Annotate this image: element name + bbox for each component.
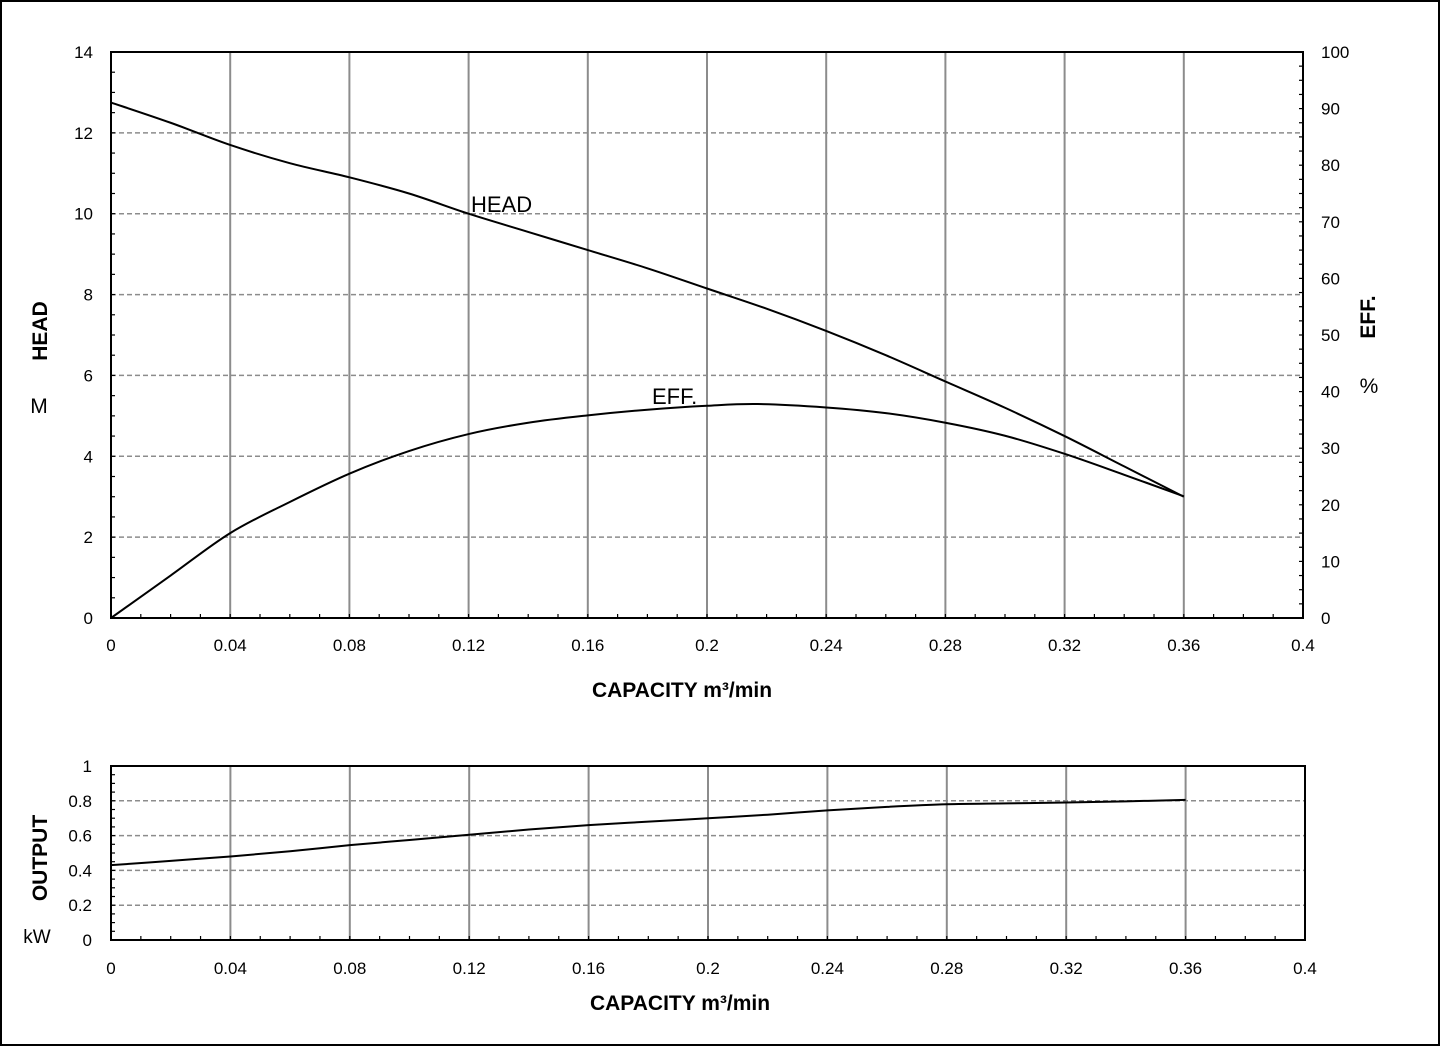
x-tick-label: 0.4 — [1293, 959, 1317, 978]
output-tick-marks — [110, 765, 1306, 941]
efficiency-curve — [110, 403, 1185, 619]
y-right-tick-label: 70 — [1321, 213, 1340, 232]
x-tick-label: 0.08 — [333, 959, 366, 978]
x-tick-label: 0.12 — [453, 959, 486, 978]
y-left-tick-label: 6 — [84, 366, 93, 385]
y-tick-label: 0.8 — [68, 792, 92, 811]
x-tick-label: 0.28 — [930, 959, 963, 978]
capacity-axis-title: CAPACITY m³/min — [592, 679, 772, 702]
y-left-tick-label: 12 — [74, 124, 93, 143]
y-right-tick-label: 30 — [1321, 439, 1340, 458]
head-efficiency-x-tick-labels: 0 0.04 0.08 0.12 0.16 0.2 0.24 0.28 0.32 0.36 0.4 — [106, 636, 1315, 655]
y-right-tick-label: 50 — [1321, 326, 1340, 345]
x-tick-label: 0.24 — [810, 636, 843, 655]
efficiency-axis-title: EFF. — [1357, 295, 1380, 338]
head-curve-label: HEAD — [471, 192, 532, 217]
y-right-tick-label: 90 — [1321, 100, 1340, 119]
y-tick-label: 0.2 — [68, 896, 92, 915]
output-capacity-axis-title: CAPACITY m³/min — [590, 992, 770, 1015]
head-efficiency-tick-marks — [110, 51, 1304, 619]
y-tick-label: 1 — [83, 757, 92, 776]
x-tick-label: 0.2 — [695, 636, 719, 655]
x-tick-label: 0.2 — [696, 959, 720, 978]
head-axis-title: HEAD — [29, 301, 52, 361]
x-tick-label: 0 — [106, 636, 115, 655]
y-right-tick-label: 0 — [1321, 609, 1330, 628]
head-curve — [110, 101, 1185, 498]
y-right-tick-label: 60 — [1321, 269, 1340, 288]
output-curves — [110, 798, 1186, 867]
x-tick-label: 0.16 — [571, 636, 604, 655]
head-efficiency-chart: 0 0.04 0.08 0.12 0.16 0.2 0.24 0.28 0.32 0.36 0.4 … — [29, 43, 1380, 702]
x-tick-label: 0.32 — [1048, 636, 1081, 655]
output-curve — [110, 798, 1186, 867]
head-y-tick-labels: 0 2 4 6 8 10 12 14 — [74, 43, 93, 628]
x-tick-label: 0.12 — [452, 636, 485, 655]
y-right-tick-label: 20 — [1321, 496, 1340, 515]
y-right-tick-label: 80 — [1321, 156, 1340, 175]
x-tick-label: 0.08 — [333, 636, 366, 655]
output-x-tick-labels: 0 0.04 0.08 0.12 0.16 0.2 0.24 0.28 0.32 0.36 0.4 — [106, 959, 1317, 978]
x-tick-label: 0.04 — [214, 959, 247, 978]
y-left-tick-label: 10 — [74, 205, 93, 224]
x-tick-label: 0.16 — [572, 959, 605, 978]
x-tick-label: 0.32 — [1050, 959, 1083, 978]
y-right-tick-label: 10 — [1321, 552, 1340, 571]
y-tick-label: 0 — [83, 931, 92, 950]
head-efficiency-curves — [110, 101, 1185, 619]
x-tick-label: 0.4 — [1291, 636, 1315, 655]
y-left-tick-label: 8 — [84, 286, 93, 305]
y-left-tick-label: 4 — [84, 447, 93, 466]
efficiency-axis-unit: % — [1360, 375, 1379, 398]
output-y-tick-labels: 0 0.2 0.4 0.6 0.8 1 — [68, 757, 92, 950]
output-grid — [111, 766, 1305, 940]
output-chart: 0 0.04 0.08 0.12 0.16 0.2 0.24 0.28 0.32 0.36 0.4 … — [23, 757, 1317, 1015]
efficiency-y-tick-labels: 0 10 20 30 40 50 60 70 80 90 100 — [1321, 43, 1349, 628]
x-tick-label: 0 — [106, 959, 115, 978]
x-tick-label: 0.24 — [811, 959, 844, 978]
y-left-tick-label: 14 — [74, 43, 93, 62]
efficiency-curve-label: EFF. — [652, 384, 697, 409]
output-axis-title: OUTPUT — [29, 815, 52, 902]
y-tick-label: 0.4 — [68, 861, 92, 880]
x-tick-label: 0.28 — [929, 636, 962, 655]
y-right-tick-label: 40 — [1321, 383, 1340, 402]
head-axis-unit: M — [30, 395, 48, 418]
y-right-tick-label: 100 — [1321, 43, 1349, 62]
y-left-tick-label: 0 — [84, 609, 93, 628]
x-tick-label: 0.36 — [1167, 636, 1200, 655]
y-tick-label: 0.6 — [68, 827, 92, 846]
output-axis-unit: kW — [23, 927, 51, 948]
x-tick-label: 0.36 — [1169, 959, 1202, 978]
x-tick-label: 0.04 — [214, 636, 247, 655]
y-left-tick-label: 2 — [84, 528, 93, 547]
